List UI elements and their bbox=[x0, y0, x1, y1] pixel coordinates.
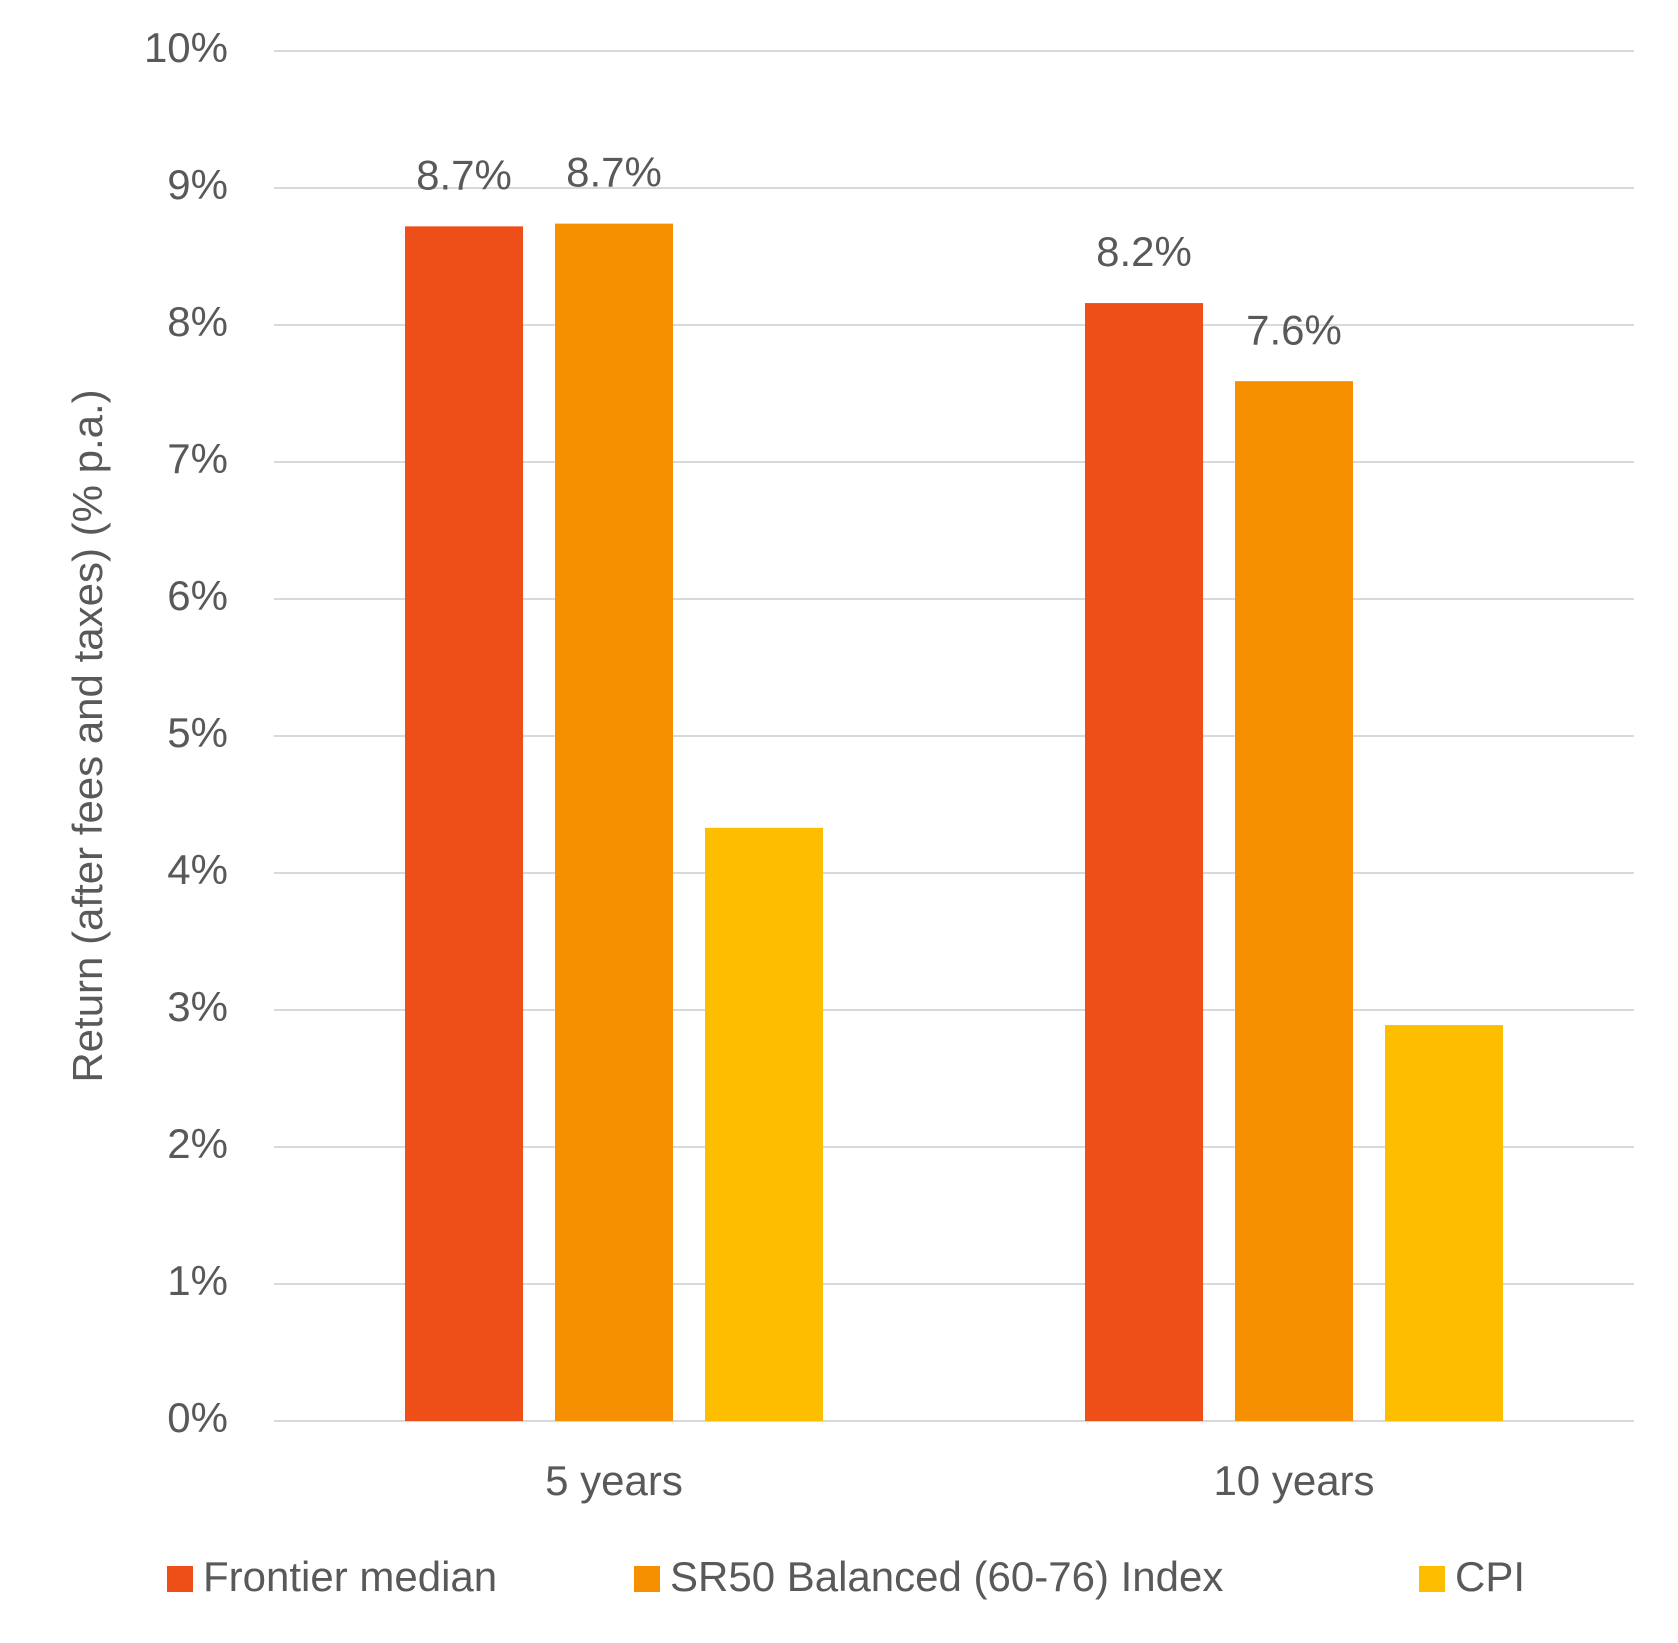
y-axis-label: Return (after fees and taxes) (% p.a.) bbox=[64, 389, 111, 1082]
y-tick-label: 7% bbox=[167, 435, 228, 482]
x-tick-label: 5 years bbox=[545, 1457, 683, 1504]
data-label: 8.7% bbox=[416, 151, 512, 198]
data-label: 8.2% bbox=[1096, 228, 1192, 275]
y-tick-label: 6% bbox=[167, 572, 228, 619]
bar bbox=[1235, 381, 1353, 1421]
legend-label: SR50 Balanced (60-76) Index bbox=[670, 1553, 1223, 1600]
bar bbox=[555, 223, 673, 1421]
y-tick-label: 0% bbox=[167, 1394, 228, 1441]
bar bbox=[705, 827, 823, 1421]
legend-label: CPI bbox=[1455, 1553, 1525, 1600]
y-tick-label: 5% bbox=[167, 709, 228, 756]
legend-swatch bbox=[167, 1566, 193, 1592]
y-tick-label: 9% bbox=[167, 161, 228, 208]
y-tick-label: 8% bbox=[167, 298, 228, 345]
data-label: 8.7% bbox=[566, 149, 662, 196]
y-tick-label: 4% bbox=[167, 846, 228, 893]
y-tick-label: 10% bbox=[144, 24, 228, 71]
legend-label: Frontier median bbox=[203, 1553, 497, 1600]
legend-swatch bbox=[634, 1566, 660, 1592]
y-tick-label: 3% bbox=[167, 983, 228, 1030]
y-tick-label: 1% bbox=[167, 1257, 228, 1304]
bar bbox=[1085, 303, 1203, 1422]
bar bbox=[405, 226, 523, 1422]
x-tick-label: 10 years bbox=[1213, 1457, 1374, 1504]
bar bbox=[1385, 1025, 1503, 1421]
y-tick-label: 2% bbox=[167, 1120, 228, 1167]
legend-swatch bbox=[1419, 1566, 1445, 1592]
data-label: 7.6% bbox=[1246, 306, 1342, 353]
